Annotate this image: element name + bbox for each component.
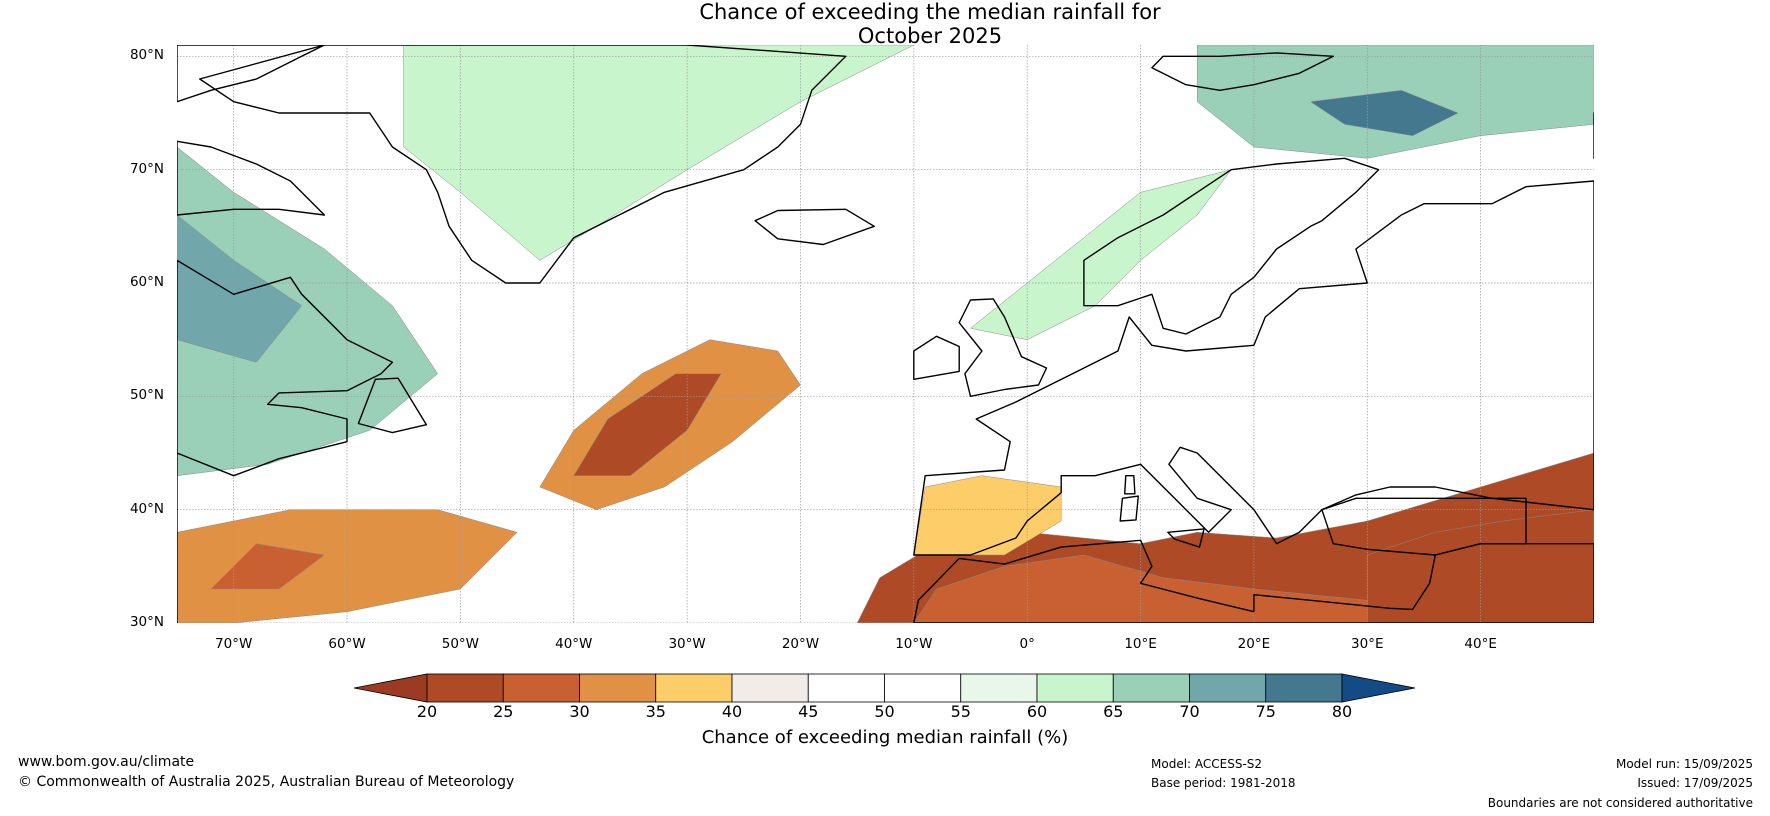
colorbar-tick-label: 35 bbox=[645, 702, 666, 721]
colorbar-tick-label: 55 bbox=[950, 702, 971, 721]
colorbar-label: Chance of exceeding median rainfall (%) bbox=[701, 727, 1069, 748]
lat-tick-label: 50°N bbox=[129, 387, 164, 404]
colorbar-segment bbox=[502, 673, 580, 703]
coast-europe-mainland bbox=[913, 180, 1594, 556]
colorbar-tick-label: 50 bbox=[874, 702, 895, 721]
coast-turkey bbox=[1321, 486, 1527, 556]
region-sw-atlantic-dry-band bbox=[177, 509, 518, 623]
colorbar-segment bbox=[579, 673, 657, 703]
colorbar-segment bbox=[1265, 673, 1343, 703]
lat-tick-label: 70°N bbox=[129, 160, 164, 177]
colorbar-segment bbox=[426, 673, 504, 703]
colorbar-under-arrow bbox=[353, 673, 428, 703]
colorbar-segment bbox=[731, 673, 809, 703]
disclaimer-text: Boundaries are not considered authoritat… bbox=[1487, 796, 1753, 810]
lon-tick-label: 10°E bbox=[1124, 636, 1157, 652]
lon-tick-label: 60°W bbox=[328, 636, 366, 652]
coast-scandinavia bbox=[1083, 157, 1380, 335]
colorbar-tick-label: 70 bbox=[1179, 702, 1200, 721]
lon-tick-label: 40°W bbox=[555, 636, 593, 652]
coast-north-america bbox=[177, 259, 394, 623]
colorbar-tick-label: 45 bbox=[798, 702, 819, 721]
coast-svalbard bbox=[1151, 52, 1335, 92]
copyright-text: © Commonwealth of Australia 2025, Austra… bbox=[18, 774, 515, 790]
chart-title: Chance of exceeding the median rainfall … bbox=[0, 0, 1770, 48]
lat-tick-label: 80°N bbox=[129, 47, 164, 64]
lon-tick-label: 50°W bbox=[441, 636, 480, 652]
lat-tick-label: 40°N bbox=[129, 500, 164, 517]
colorbar-tick-label: 60 bbox=[1026, 702, 1048, 721]
colorbar-tick-label: 30 bbox=[569, 702, 590, 721]
region-central-atlantic-core bbox=[573, 373, 722, 476]
colorbar-tick-label: 25 bbox=[493, 702, 514, 721]
base-period-text: Base period: 1981-2018 bbox=[1151, 776, 1296, 790]
coast-sicily bbox=[1167, 528, 1205, 548]
coast-great-britain bbox=[958, 298, 1048, 397]
region-canada-core-wet bbox=[177, 214, 303, 363]
lon-tick-label: 0° bbox=[1019, 636, 1035, 652]
coast-corsica bbox=[1123, 475, 1136, 495]
lon-tick-label: 40°E bbox=[1464, 636, 1497, 652]
colorbar-segment bbox=[1036, 673, 1114, 703]
colorbar-over-arrow bbox=[1341, 673, 1416, 703]
region-sw-atlantic-core bbox=[210, 543, 326, 590]
colorbar-segment bbox=[1189, 673, 1267, 703]
region-norway-wet bbox=[969, 169, 1232, 340]
colorbar-segment bbox=[960, 673, 1038, 703]
lon-tick-label: 30°W bbox=[668, 636, 706, 652]
issued-text: Issued: 17/09/2025 bbox=[1637, 776, 1753, 790]
coast-sardinia bbox=[1119, 495, 1140, 522]
coast-ellesmere bbox=[177, 45, 326, 103]
title-line-2: October 2025 bbox=[857, 24, 1003, 48]
lon-tick-label: 10°W bbox=[895, 636, 933, 652]
graticule bbox=[177, 45, 1594, 623]
colorbar-segment bbox=[807, 673, 885, 703]
coast-north-africa bbox=[913, 539, 1594, 623]
model-run-text: Model run: 15/09/2025 bbox=[1615, 757, 1753, 771]
coastlines bbox=[177, 45, 1594, 623]
title-line-1: Chance of exceeding the median rainfall … bbox=[699, 0, 1161, 24]
coast-iceland bbox=[754, 208, 875, 246]
colorbar-tick-label: 80 bbox=[1331, 702, 1353, 721]
lat-tick-label: 30°N bbox=[129, 614, 164, 630]
coast-baffin-island bbox=[177, 140, 326, 216]
lon-tick-label: 20°W bbox=[781, 636, 820, 652]
lon-tick-label: 30°E bbox=[1351, 636, 1384, 652]
colorbar-tick-label: 75 bbox=[1255, 702, 1276, 721]
lon-tick-label: 70°W bbox=[215, 636, 253, 652]
colorbar-segment bbox=[884, 673, 962, 703]
colorbar-segment bbox=[655, 673, 733, 703]
colorbar-tick-label: 20 bbox=[416, 702, 438, 721]
lat-tick-label: 60°N bbox=[129, 274, 164, 290]
coast-greenland bbox=[198, 45, 847, 284]
website-text: www.bom.gov.au/climate bbox=[18, 754, 195, 770]
colorbar-tick-label: 65 bbox=[1103, 702, 1124, 721]
coast-newfoundland bbox=[357, 377, 428, 434]
coast-ireland bbox=[913, 335, 960, 380]
colorbar-tick-label: 40 bbox=[721, 702, 743, 721]
region-canada-wet bbox=[177, 146, 439, 476]
model-text: Model: ACCESS-S2 bbox=[1151, 757, 1263, 771]
region-barents-core-wet bbox=[1309, 90, 1459, 136]
colorbar-segment bbox=[1112, 673, 1190, 703]
lon-tick-label: 20°E bbox=[1237, 636, 1271, 652]
